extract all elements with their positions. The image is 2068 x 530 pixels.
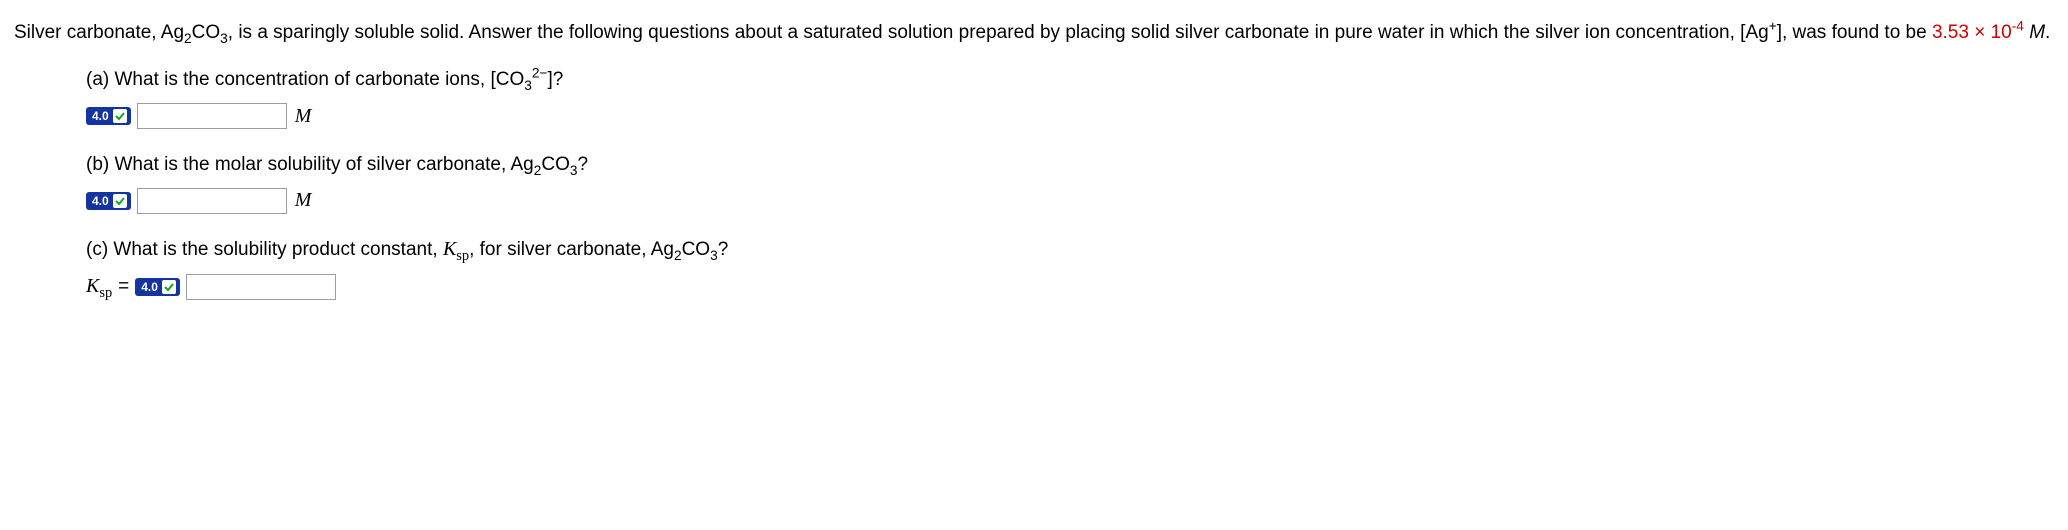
sub-2: 2 xyxy=(184,31,192,46)
part-a-unit: M xyxy=(295,101,312,132)
a-sub3: 3 xyxy=(524,78,532,93)
intro-frag-4: ], was found to be xyxy=(1777,22,1932,43)
check-icon xyxy=(113,194,127,208)
part-b: (b) What is the molar solubility of silv… xyxy=(86,150,2054,216)
b-text-1: (b) What is the molar solubility of silv… xyxy=(86,154,534,175)
sup-plus: + xyxy=(1769,19,1777,34)
points-badge[interactable]: 4.0 xyxy=(86,192,131,210)
ksp-lhs: Ksp xyxy=(86,271,112,302)
part-c-answer-row: Ksp = 4.0 xyxy=(86,271,2054,302)
given-exp: -4 xyxy=(2012,19,2024,34)
part-b-unit: M xyxy=(295,185,312,216)
points-badge[interactable]: 4.0 xyxy=(86,107,131,125)
points-badge-label: 4.0 xyxy=(92,110,109,122)
c-sub2: 2 xyxy=(674,248,682,263)
c-text-2: , for silver carbonate, Ag xyxy=(469,239,674,260)
a-sup2minus: 2− xyxy=(532,66,548,81)
part-c-input[interactable] xyxy=(186,274,336,300)
ksp-lhs-k: K xyxy=(86,275,99,297)
c-text-4: ? xyxy=(718,239,729,260)
c-sub3: 3 xyxy=(710,248,718,263)
given-coef: 3.53 × 10 xyxy=(1932,22,2012,43)
part-c: (c) What is the solubility product const… xyxy=(86,234,2054,302)
a-text-2: ]? xyxy=(547,69,563,90)
ksp-sub: sp xyxy=(456,248,469,264)
c-text-3: CO xyxy=(682,239,711,260)
points-badge[interactable]: 4.0 xyxy=(135,278,180,296)
intro-end: . xyxy=(2045,22,2050,43)
part-a-answer-row: 4.0 M xyxy=(86,101,2054,132)
sub-3: 3 xyxy=(220,31,228,46)
check-icon xyxy=(162,280,176,294)
part-b-input[interactable] xyxy=(137,188,287,214)
b-text-2: CO xyxy=(541,154,570,175)
points-badge-label: 4.0 xyxy=(92,195,109,207)
part-c-question: (c) What is the solubility product const… xyxy=(86,234,2054,265)
check-icon xyxy=(113,109,127,123)
intro-frag-3: , is a sparingly soluble solid. Answer t… xyxy=(228,22,1769,43)
points-badge-label: 4.0 xyxy=(141,281,158,293)
intro-frag-1: Silver carbonate, Ag xyxy=(14,22,184,43)
part-a: (a) What is the concentration of carbona… xyxy=(86,65,2054,131)
b-text-3: ? xyxy=(577,154,588,175)
part-a-input[interactable] xyxy=(137,103,287,129)
ksp-k: K xyxy=(443,238,456,260)
ksp-lhs-sub: sp xyxy=(99,285,112,301)
intro-frag-2: CO xyxy=(192,22,221,43)
intro-text: Silver carbonate, Ag2CO3, is a sparingly… xyxy=(14,18,2054,47)
part-b-answer-row: 4.0 M xyxy=(86,185,2054,216)
c-text-1: (c) What is the solubility product const… xyxy=(86,239,443,260)
given-value: 3.53 × 10-4 xyxy=(1932,22,2024,43)
ksp-var: Ksp xyxy=(443,238,469,260)
part-b-question: (b) What is the molar solubility of silv… xyxy=(86,150,2054,179)
part-a-question: (a) What is the concentration of carbona… xyxy=(86,65,2054,94)
a-text-1: (a) What is the concentration of carbona… xyxy=(86,69,524,90)
equals-sign: = xyxy=(118,272,129,301)
intro-unit: M xyxy=(2029,22,2045,43)
